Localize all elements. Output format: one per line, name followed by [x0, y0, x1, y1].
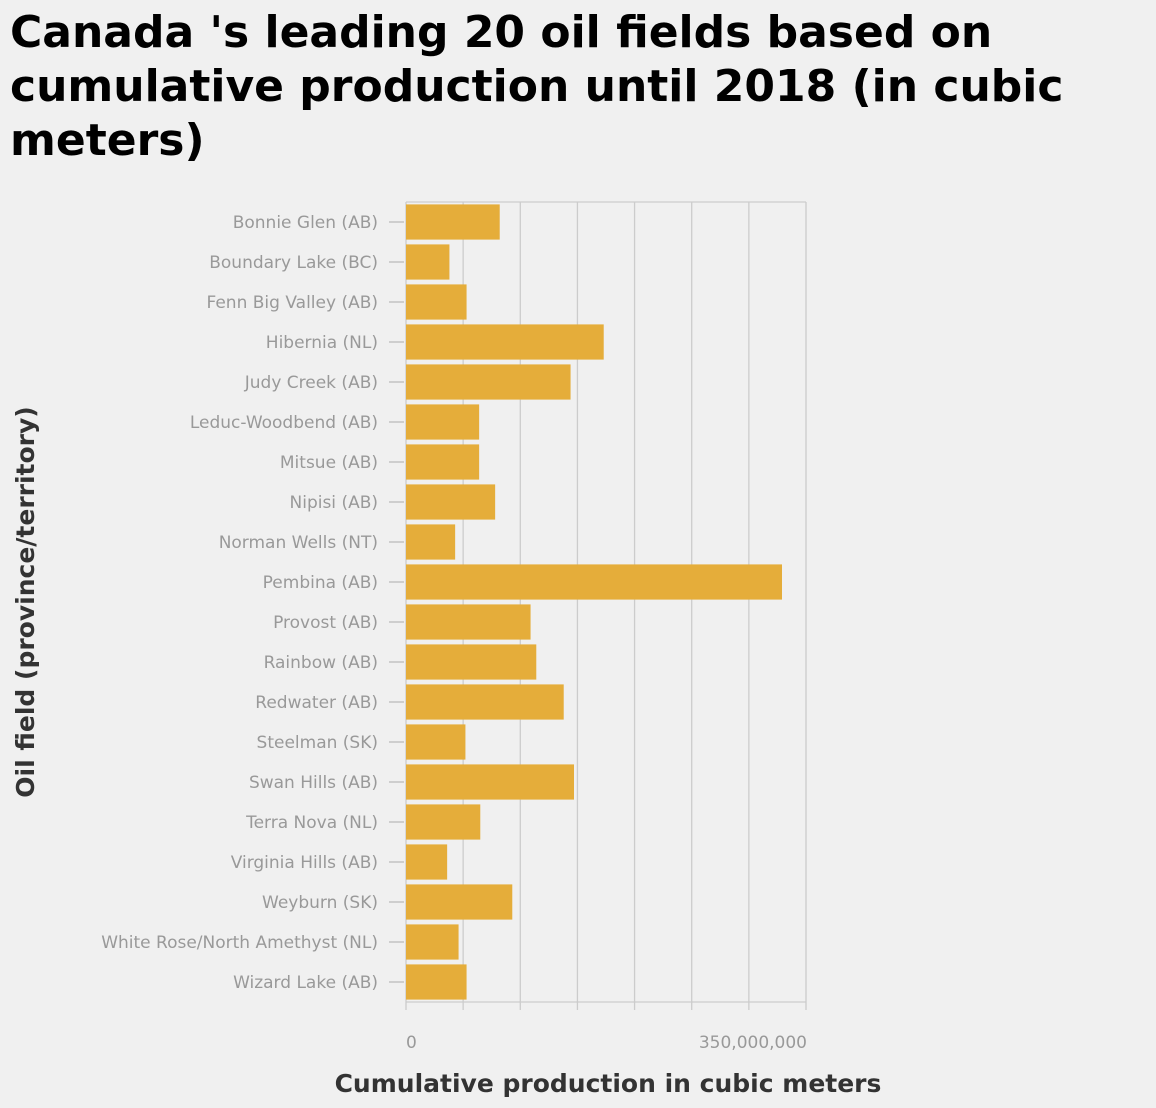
bar	[406, 804, 481, 840]
bar	[406, 204, 500, 240]
bar	[406, 924, 459, 960]
bar	[406, 404, 480, 440]
y-axis-title: Oil field (province/territory)	[11, 406, 40, 797]
y-tick-label: Rainbow (AB)	[264, 653, 378, 673]
bar	[406, 724, 466, 760]
y-tick-label: Weyburn (SK)	[262, 893, 378, 913]
category-labels: Bonnie Glen (AB) Boundary Lake (BC) Fenn B…	[101, 213, 378, 993]
y-tick-label: Terra Nova (NL)	[245, 813, 378, 833]
y-tick-label: Provost (AB)	[273, 613, 378, 633]
y-tick-label: White Rose/North Amethyst (NL)	[101, 933, 378, 953]
y-tick-label: Wizard Lake (AB)	[233, 973, 378, 993]
bar	[406, 644, 537, 680]
y-tick-label: Judy Creek (AB)	[244, 373, 378, 393]
bar	[406, 524, 456, 560]
y-tick-label: Redwater (AB)	[255, 693, 378, 713]
bar	[406, 964, 467, 1000]
gridlines	[405, 201, 807, 1002]
chart-title: Canada 's leading 20 oil fields based on…	[10, 7, 1064, 166]
y-tick-label: Nipisi (AB)	[290, 493, 379, 513]
bar	[406, 284, 467, 320]
x-tick-label: 0	[406, 1033, 417, 1053]
bar	[406, 564, 782, 600]
y-tick-label: Pembina (AB)	[263, 573, 378, 593]
y-tick-label: Bonnie Glen (AB)	[233, 213, 378, 233]
bar	[406, 844, 448, 880]
bar	[406, 324, 604, 360]
x-tick-labels: 0 350,000,000	[406, 1033, 807, 1053]
bar	[406, 364, 571, 400]
y-tick-label: Norman Wells (NT)	[219, 533, 378, 553]
bar	[406, 764, 574, 800]
y-tick-label: Boundary Lake (BC)	[209, 253, 378, 273]
y-tick-label: Virginia Hills (AB)	[231, 853, 378, 873]
y-tick-label: Mitsue (AB)	[280, 453, 378, 473]
y-tick-label: Hibernia (NL)	[266, 333, 378, 353]
y-tick-label: Fenn Big Valley (AB)	[207, 293, 379, 313]
y-tick-label: Swan Hills (AB)	[249, 773, 378, 793]
x-tick-label: 350,000,000	[699, 1033, 807, 1053]
bar	[406, 484, 496, 520]
bar	[406, 884, 513, 920]
bar	[406, 244, 450, 280]
y-tick-label: Steelman (SK)	[257, 733, 378, 753]
bars	[406, 204, 782, 1000]
axes	[389, 221, 807, 1010]
x-axis-title: Cumulative production in cubic meters	[335, 1069, 882, 1098]
bar	[406, 444, 480, 480]
y-tick-label: Leduc-Woodbend (AB)	[190, 413, 378, 433]
bar	[406, 684, 564, 720]
bar	[406, 604, 531, 640]
